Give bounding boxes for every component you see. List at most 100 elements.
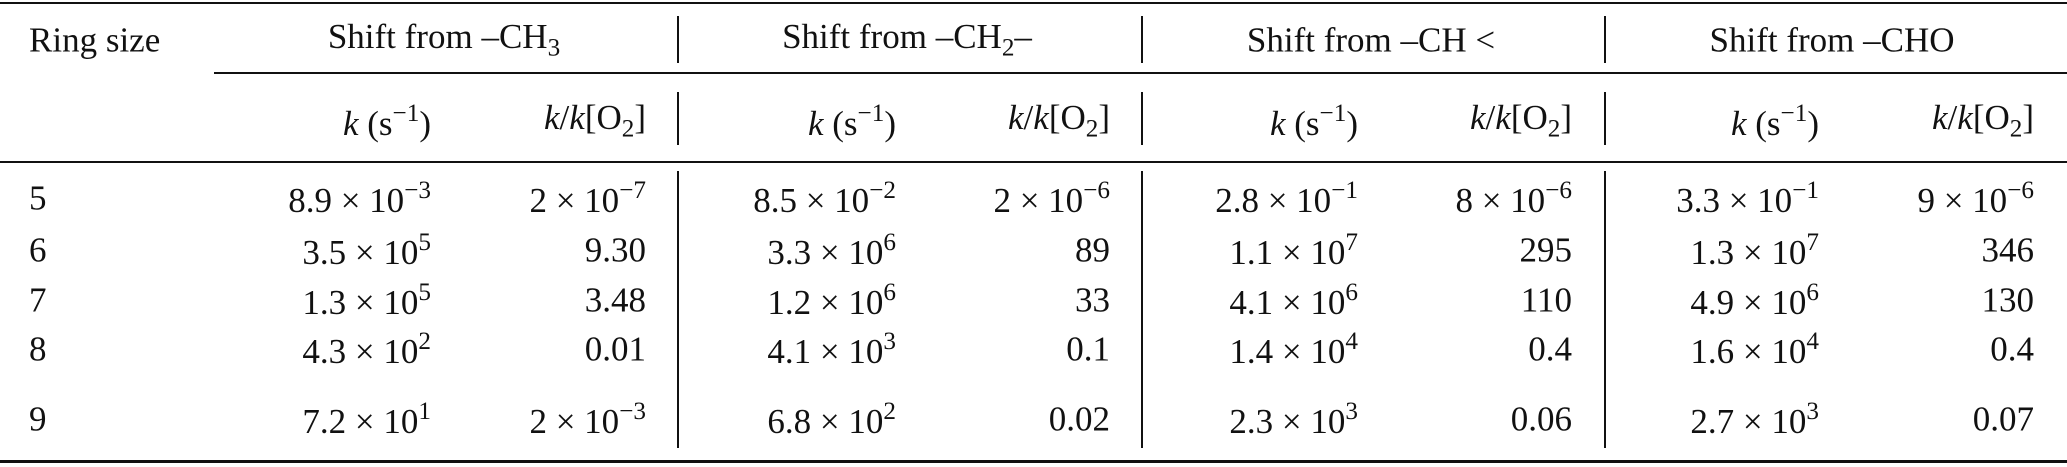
- text-segment: 33: [1075, 280, 1110, 320]
- table-cell: 0.01: [585, 332, 646, 367]
- text-segment: k: [543, 98, 560, 138]
- text-segment: 7: [1345, 229, 1358, 257]
- text-segment: k: [1931, 98, 1948, 138]
- text-segment: 295: [1519, 230, 1573, 270]
- table-cell: 2 × 10−6: [993, 178, 1110, 218]
- text-segment: [O: [1510, 98, 1548, 138]
- ring-size: 6: [29, 230, 47, 270]
- text-segment: 110: [1520, 280, 1572, 320]
- text-segment: 4: [1806, 328, 1819, 356]
- table-cell: 33: [1075, 283, 1110, 318]
- group-header: Shift from –CHO: [1710, 23, 1955, 58]
- text-segment: 4.3 × 10: [302, 331, 419, 371]
- text-segment: 3: [883, 328, 896, 356]
- text-segment: 0.4: [1990, 329, 2034, 369]
- ring-size: 7: [29, 280, 47, 320]
- text-segment: −6: [2007, 177, 2034, 205]
- text-segment: −3: [619, 398, 646, 426]
- text-segment: /: [1485, 98, 1496, 138]
- text-segment: 3.3 × 10: [767, 232, 884, 272]
- text-segment: −1: [1319, 100, 1347, 128]
- table-cell: 2 × 10−7: [529, 178, 646, 218]
- ring-size: 9: [29, 399, 47, 439]
- table-cell: 1.4 × 104: [1229, 329, 1358, 369]
- text-segment: −7: [619, 177, 646, 205]
- table-cell: 0.06: [1511, 402, 1572, 437]
- column-divider: [677, 16, 679, 63]
- text-segment: /: [1947, 98, 1958, 138]
- text-segment: Shift from –CHO: [1709, 20, 1955, 60]
- table-cell: 2 × 10−3: [529, 399, 646, 439]
- column-header: k/k[O2]: [1470, 100, 1572, 142]
- table-cell: 4.1 × 106: [1229, 280, 1358, 320]
- column-divider: [1141, 16, 1143, 63]
- column-divider: [1141, 171, 1143, 448]
- text-segment: ]: [634, 98, 646, 138]
- text-segment: 6: [1345, 279, 1358, 307]
- top-rule: [0, 2, 2067, 4]
- text-segment: 7: [1806, 229, 1819, 257]
- text-segment: 2 × 10: [993, 180, 1084, 220]
- text-segment: 1.2 × 10: [767, 282, 884, 322]
- table-cell: 1.3 × 107: [1690, 230, 1819, 270]
- column-divider: [677, 171, 679, 448]
- table-cell: 1.6 × 104: [1690, 329, 1819, 369]
- text-segment: 0.02: [1048, 399, 1110, 439]
- text-segment: 4: [1345, 328, 1358, 356]
- table-cell: 6.8 × 102: [767, 399, 896, 439]
- text-segment: 2: [2009, 115, 2023, 143]
- text-segment: 2: [883, 398, 896, 426]
- table-cell: 1.3 × 105: [302, 280, 431, 320]
- text-segment: 6: [883, 229, 896, 257]
- text-segment: ]: [1560, 98, 1572, 138]
- text-segment: −2: [869, 177, 896, 205]
- table-cell: 0.1: [1066, 332, 1110, 367]
- text-segment: ): [1346, 103, 1358, 143]
- ring-size-header: Ring size: [29, 20, 161, 60]
- text-segment: 0.06: [1510, 399, 1572, 439]
- text-segment: 2: [418, 328, 431, 356]
- text-segment: 5: [418, 229, 431, 257]
- table-cell: 0.07: [1973, 402, 2034, 437]
- text-segment: 4.9 × 10: [1690, 282, 1807, 322]
- text-segment: 1: [418, 398, 431, 426]
- text-segment: k: [807, 103, 824, 143]
- text-segment: /: [559, 98, 570, 138]
- text-segment: −1: [857, 100, 885, 128]
- text-segment: −6: [1545, 177, 1572, 205]
- text-segment: −1: [392, 100, 420, 128]
- table-cell: 4.1 × 103: [767, 329, 896, 369]
- text-segment: −1: [1792, 177, 1819, 205]
- text-segment: 0.07: [1972, 399, 2034, 439]
- text-segment: k: [1495, 98, 1511, 138]
- column-divider: [1604, 171, 1606, 448]
- text-segment: k: [1730, 103, 1747, 143]
- table-cell: 8.9 × 10−3: [288, 178, 431, 218]
- text-segment: 346: [1981, 230, 2035, 270]
- table-cell: 3.3 × 106: [767, 230, 896, 270]
- text-segment: 2 × 10: [529, 401, 620, 441]
- text-segment: 1.1 × 10: [1229, 232, 1346, 272]
- column-header: k/k[O2]: [1932, 100, 2034, 142]
- text-segment: (s: [358, 103, 393, 143]
- table-cell: 3.3 × 10−1: [1676, 178, 1819, 218]
- text-segment: ): [1807, 103, 1819, 143]
- column-divider: [677, 92, 679, 145]
- group-header: Shift from –CH3: [328, 19, 560, 61]
- table-cell: 2.3 × 103: [1229, 399, 1358, 439]
- text-segment: 9 × 10: [1917, 180, 2008, 220]
- text-segment: [O: [584, 98, 622, 138]
- text-segment: 2: [1085, 115, 1099, 143]
- text-segment: 1.6 × 10: [1690, 331, 1807, 371]
- column-header: k (s−1): [808, 101, 896, 141]
- text-segment: −1: [1780, 100, 1808, 128]
- text-segment: (s: [1285, 103, 1320, 143]
- text-segment: 8.5 × 10: [753, 180, 870, 220]
- table-cell: 346: [1982, 233, 2035, 268]
- text-segment: 1.4 × 10: [1229, 331, 1346, 371]
- column-divider: [1604, 92, 1606, 145]
- text-segment: 2: [621, 115, 635, 143]
- text-segment: 9.30: [584, 230, 646, 270]
- table-cell: 4.9 × 106: [1690, 280, 1819, 320]
